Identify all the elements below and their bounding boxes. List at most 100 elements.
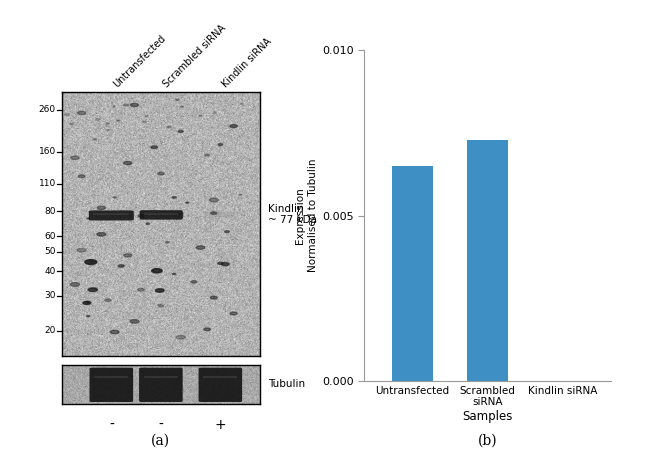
FancyBboxPatch shape [89,210,134,220]
Text: Untransfected: Untransfected [111,34,168,90]
Circle shape [112,106,115,107]
Text: -: - [159,418,163,431]
Text: +: + [214,418,226,431]
Bar [392,166,434,381]
Circle shape [205,154,209,156]
FancyBboxPatch shape [205,212,236,217]
Circle shape [151,146,157,149]
Circle shape [88,288,98,291]
FancyBboxPatch shape [173,212,183,218]
Text: 40: 40 [44,267,56,276]
Circle shape [176,336,185,339]
Circle shape [107,129,109,130]
Bar [467,140,508,381]
Circle shape [156,289,164,292]
FancyBboxPatch shape [198,368,242,402]
Circle shape [222,263,229,266]
Circle shape [176,99,179,101]
Circle shape [107,123,109,124]
Circle shape [65,113,70,116]
Text: 60: 60 [44,232,56,241]
Text: 260: 260 [39,105,56,114]
FancyBboxPatch shape [139,368,183,402]
Circle shape [230,312,237,315]
Circle shape [86,302,90,303]
Circle shape [218,262,223,264]
Circle shape [111,330,119,334]
Circle shape [77,248,86,252]
Circle shape [145,116,148,117]
Circle shape [142,121,146,123]
Circle shape [113,197,116,198]
Circle shape [166,241,169,243]
Circle shape [213,112,216,113]
Text: (b): (b) [478,433,497,448]
Circle shape [118,265,124,267]
Circle shape [105,299,111,302]
Text: 20: 20 [44,326,56,336]
Circle shape [151,269,162,273]
Circle shape [199,115,202,116]
Circle shape [85,260,97,264]
Text: 30: 30 [44,291,56,301]
Circle shape [130,319,139,323]
Circle shape [70,123,73,125]
Circle shape [93,139,96,140]
Circle shape [155,289,164,292]
Text: (a): (a) [151,433,170,448]
Circle shape [158,304,164,307]
Text: 160: 160 [38,147,56,156]
Circle shape [204,328,211,330]
Circle shape [240,103,243,104]
Circle shape [153,269,161,272]
Circle shape [209,198,218,202]
Circle shape [71,156,79,159]
Circle shape [239,194,242,196]
Circle shape [211,296,217,299]
Text: 50: 50 [44,247,56,257]
Circle shape [221,262,230,266]
Text: Kindlin
~ 77 kDa: Kindlin ~ 77 kDa [268,204,317,225]
Circle shape [146,223,150,224]
Circle shape [96,118,100,120]
Circle shape [230,125,237,128]
Circle shape [90,288,96,291]
Circle shape [89,261,94,263]
Circle shape [77,111,86,115]
Circle shape [186,202,188,203]
Circle shape [157,172,164,175]
Circle shape [181,116,184,117]
Circle shape [196,246,205,249]
Text: 110: 110 [38,179,56,188]
X-axis label: Samples: Samples [462,410,513,423]
Circle shape [124,162,132,165]
Circle shape [138,288,144,291]
Circle shape [218,144,223,146]
Circle shape [83,302,91,304]
Circle shape [70,283,79,286]
Circle shape [97,233,106,236]
Circle shape [87,218,90,219]
Circle shape [172,273,176,274]
Circle shape [181,106,183,107]
Circle shape [98,206,105,210]
Circle shape [225,231,229,233]
FancyBboxPatch shape [90,368,133,402]
Circle shape [116,120,120,121]
Circle shape [124,104,128,106]
FancyBboxPatch shape [140,210,183,220]
Text: Kindlin siRNA: Kindlin siRNA [220,36,274,90]
Circle shape [138,215,144,217]
Y-axis label: Expression
Normalised to Tubulin: Expression Normalised to Tubulin [294,159,318,273]
Text: -: - [109,418,114,431]
Text: 80: 80 [44,207,56,216]
Circle shape [178,130,183,132]
Circle shape [124,254,132,257]
Circle shape [86,315,90,317]
Circle shape [131,103,138,106]
Circle shape [172,196,176,198]
Circle shape [211,212,217,214]
Circle shape [167,126,171,128]
Circle shape [78,175,85,178]
Circle shape [191,280,197,283]
